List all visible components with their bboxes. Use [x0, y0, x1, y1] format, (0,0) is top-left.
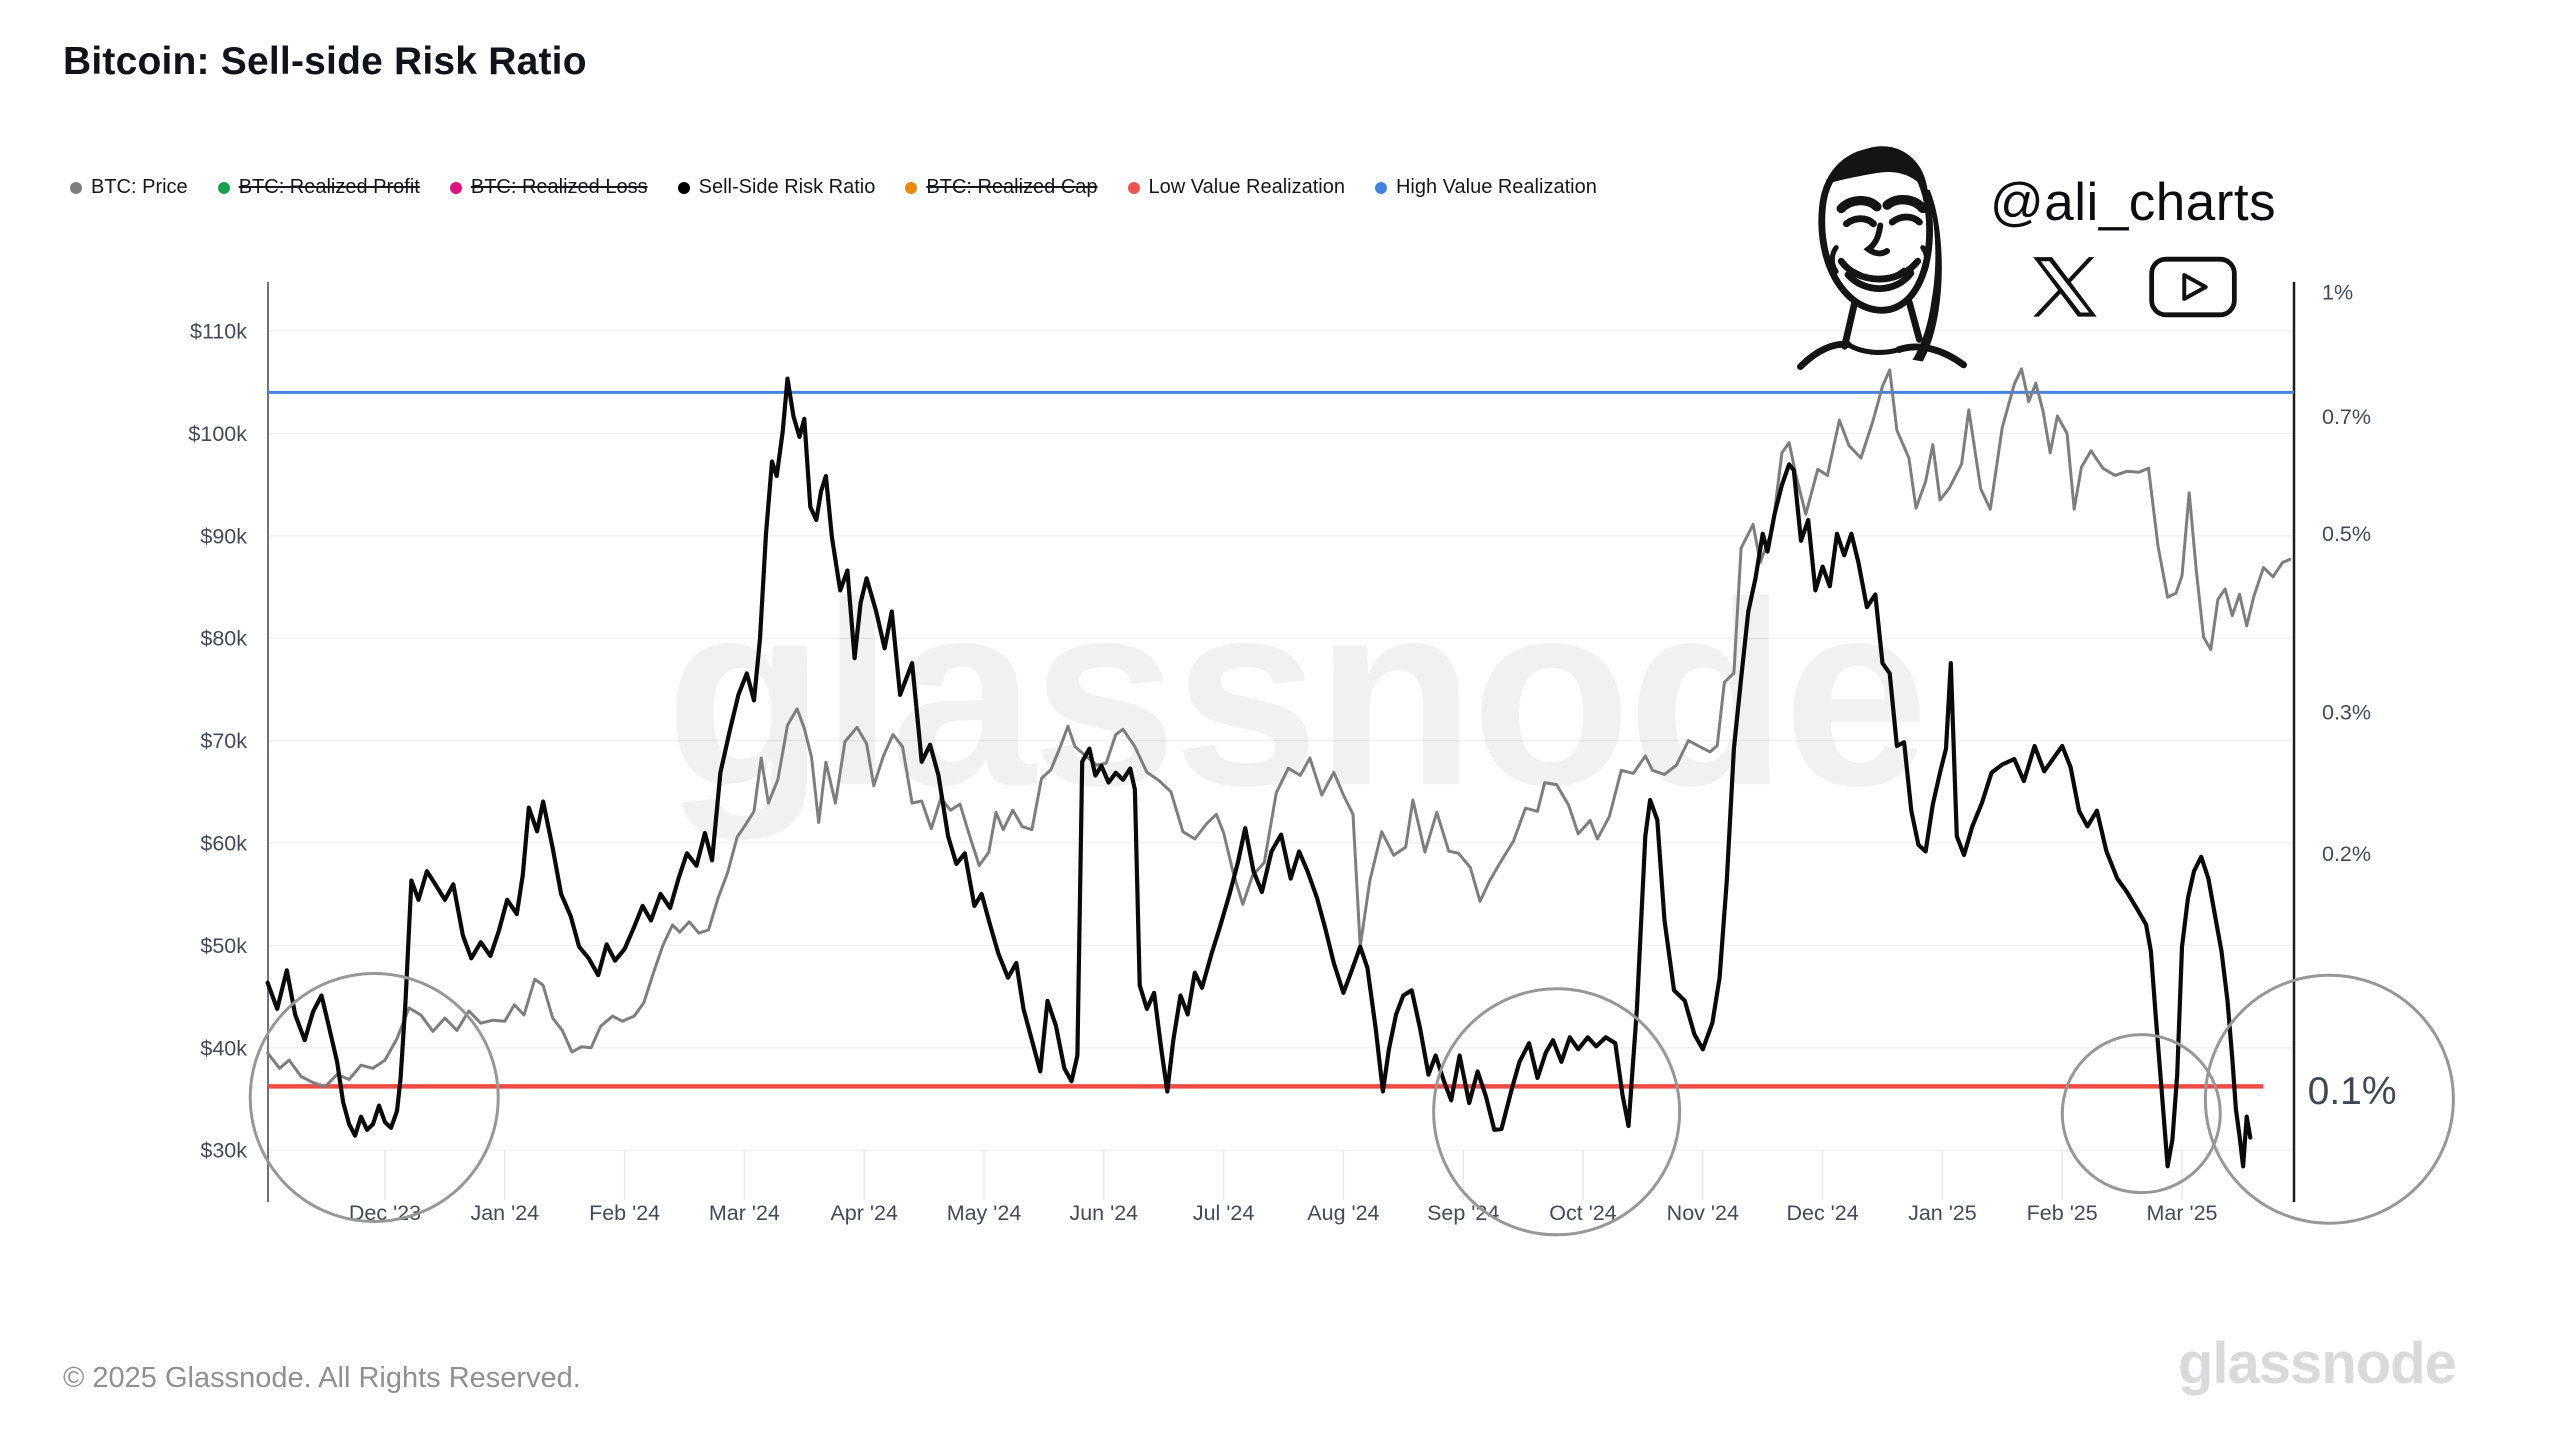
legend-label: Sell-Side Risk Ratio — [698, 176, 876, 198]
ratio-tick-label: 0.2% — [2322, 842, 2371, 866]
watermark-text: glassnode — [665, 547, 1925, 841]
legend-label: BTC: Price — [91, 176, 188, 198]
price-tick-label: $110k — [190, 320, 247, 344]
ratio-tick-label: 1% — [2322, 281, 2353, 305]
ratio-tick-label: 0.3% — [2322, 700, 2371, 724]
legend-label: Low Value Realization — [1148, 176, 1345, 198]
legend-dot-icon — [449, 181, 462, 194]
legend-item-btc-realized-profit[interactable]: BTC: Realized Profit — [217, 176, 420, 199]
x-tick-label: Aug '24 — [1307, 1201, 1379, 1225]
highlight-circle — [2060, 1033, 2222, 1195]
btc-price-series-line — [266, 367, 2292, 1089]
legend-item-low-value-realization[interactable]: Low Value Realization — [1127, 176, 1345, 199]
legend-item-btc-realized-loss[interactable]: BTC: Realized Loss — [449, 176, 648, 199]
x-tick-label: Jun '24 — [1069, 1201, 1138, 1225]
price-tick-label: $40k — [200, 1036, 247, 1060]
legend-dot-icon — [1127, 181, 1140, 194]
portrait-sketch-icon — [1797, 146, 1967, 370]
legend-label: BTC: Realized Cap — [926, 176, 1098, 198]
legend-dot-icon — [217, 181, 230, 194]
page-title: Bitcoin: Sell-side Risk Ratio — [63, 40, 587, 83]
legend-item-sell-side-risk-ratio[interactable]: Sell-Side Risk Ratio — [677, 176, 876, 199]
ratio-annotation-label: 0.1% — [2308, 1070, 2397, 1113]
youtube-logo-icon — [2149, 256, 2237, 318]
copyright-text: © 2025 Glassnode. All Rights Reserved. — [63, 1362, 581, 1394]
x-tick-label: Apr '24 — [830, 1201, 897, 1225]
price-tick-label: $80k — [200, 627, 247, 651]
highlight-circle — [1432, 987, 1682, 1237]
x-tick-label: Mar '24 — [709, 1201, 780, 1225]
price-tick-label: $90k — [200, 524, 247, 548]
chart-legend: BTC: Price BTC: Realized Profit BTC: Reali… — [70, 176, 1597, 199]
ratio-tick-label: 0.5% — [2322, 522, 2371, 546]
x-tick-label: Jul '24 — [1193, 1201, 1255, 1225]
highlight-circle — [2203, 973, 2455, 1225]
price-tick-label: $30k — [200, 1139, 247, 1163]
x-tick-label: Nov '24 — [1667, 1201, 1739, 1225]
x-tick-label: Feb '24 — [589, 1201, 660, 1225]
glassnode-logo: glassnode — [2178, 1331, 2457, 1396]
author-handle: @ali_charts — [1990, 173, 2277, 232]
legend-item-btc-realized-cap[interactable]: BTC: Realized Cap — [905, 176, 1098, 199]
x-tick-label: Jan '25 — [1908, 1201, 1977, 1225]
legend-dot-icon — [905, 181, 918, 194]
sell-side-risk-ratio-series-line — [265, 376, 2253, 1169]
price-tick-label: $100k — [188, 422, 247, 446]
price-tick-label: $60k — [200, 832, 247, 856]
author-branding: @ali_charts — [1778, 128, 2338, 378]
highlight-circle — [248, 971, 500, 1223]
x-tick-label: Feb '25 — [2027, 1201, 2098, 1225]
legend-label: BTC: Realized Loss — [470, 176, 648, 198]
legend-item-high-value-realization[interactable]: High Value Realization — [1374, 176, 1597, 199]
price-tick-label: $50k — [200, 934, 247, 958]
x-logo-icon — [2033, 257, 2097, 317]
legend-dot-icon — [1374, 181, 1387, 194]
legend-item-btc-price[interactable]: BTC: Price — [70, 176, 188, 199]
legend-dot-icon — [677, 181, 690, 194]
ratio-tick-label: 0.7% — [2322, 405, 2371, 429]
x-tick-label: Mar '25 — [2146, 1201, 2217, 1225]
legend-label: BTC: Realized Profit — [238, 176, 420, 198]
legend-label: High Value Realization — [1395, 176, 1597, 198]
x-tick-label: Jan '24 — [470, 1201, 539, 1225]
x-tick-label: May '24 — [947, 1201, 1022, 1225]
legend-dot-icon — [70, 181, 82, 194]
x-tick-label: Oct '24 — [1549, 1201, 1616, 1225]
price-tick-label: $70k — [200, 729, 247, 753]
x-tick-label: Dec '24 — [1786, 1201, 1858, 1225]
